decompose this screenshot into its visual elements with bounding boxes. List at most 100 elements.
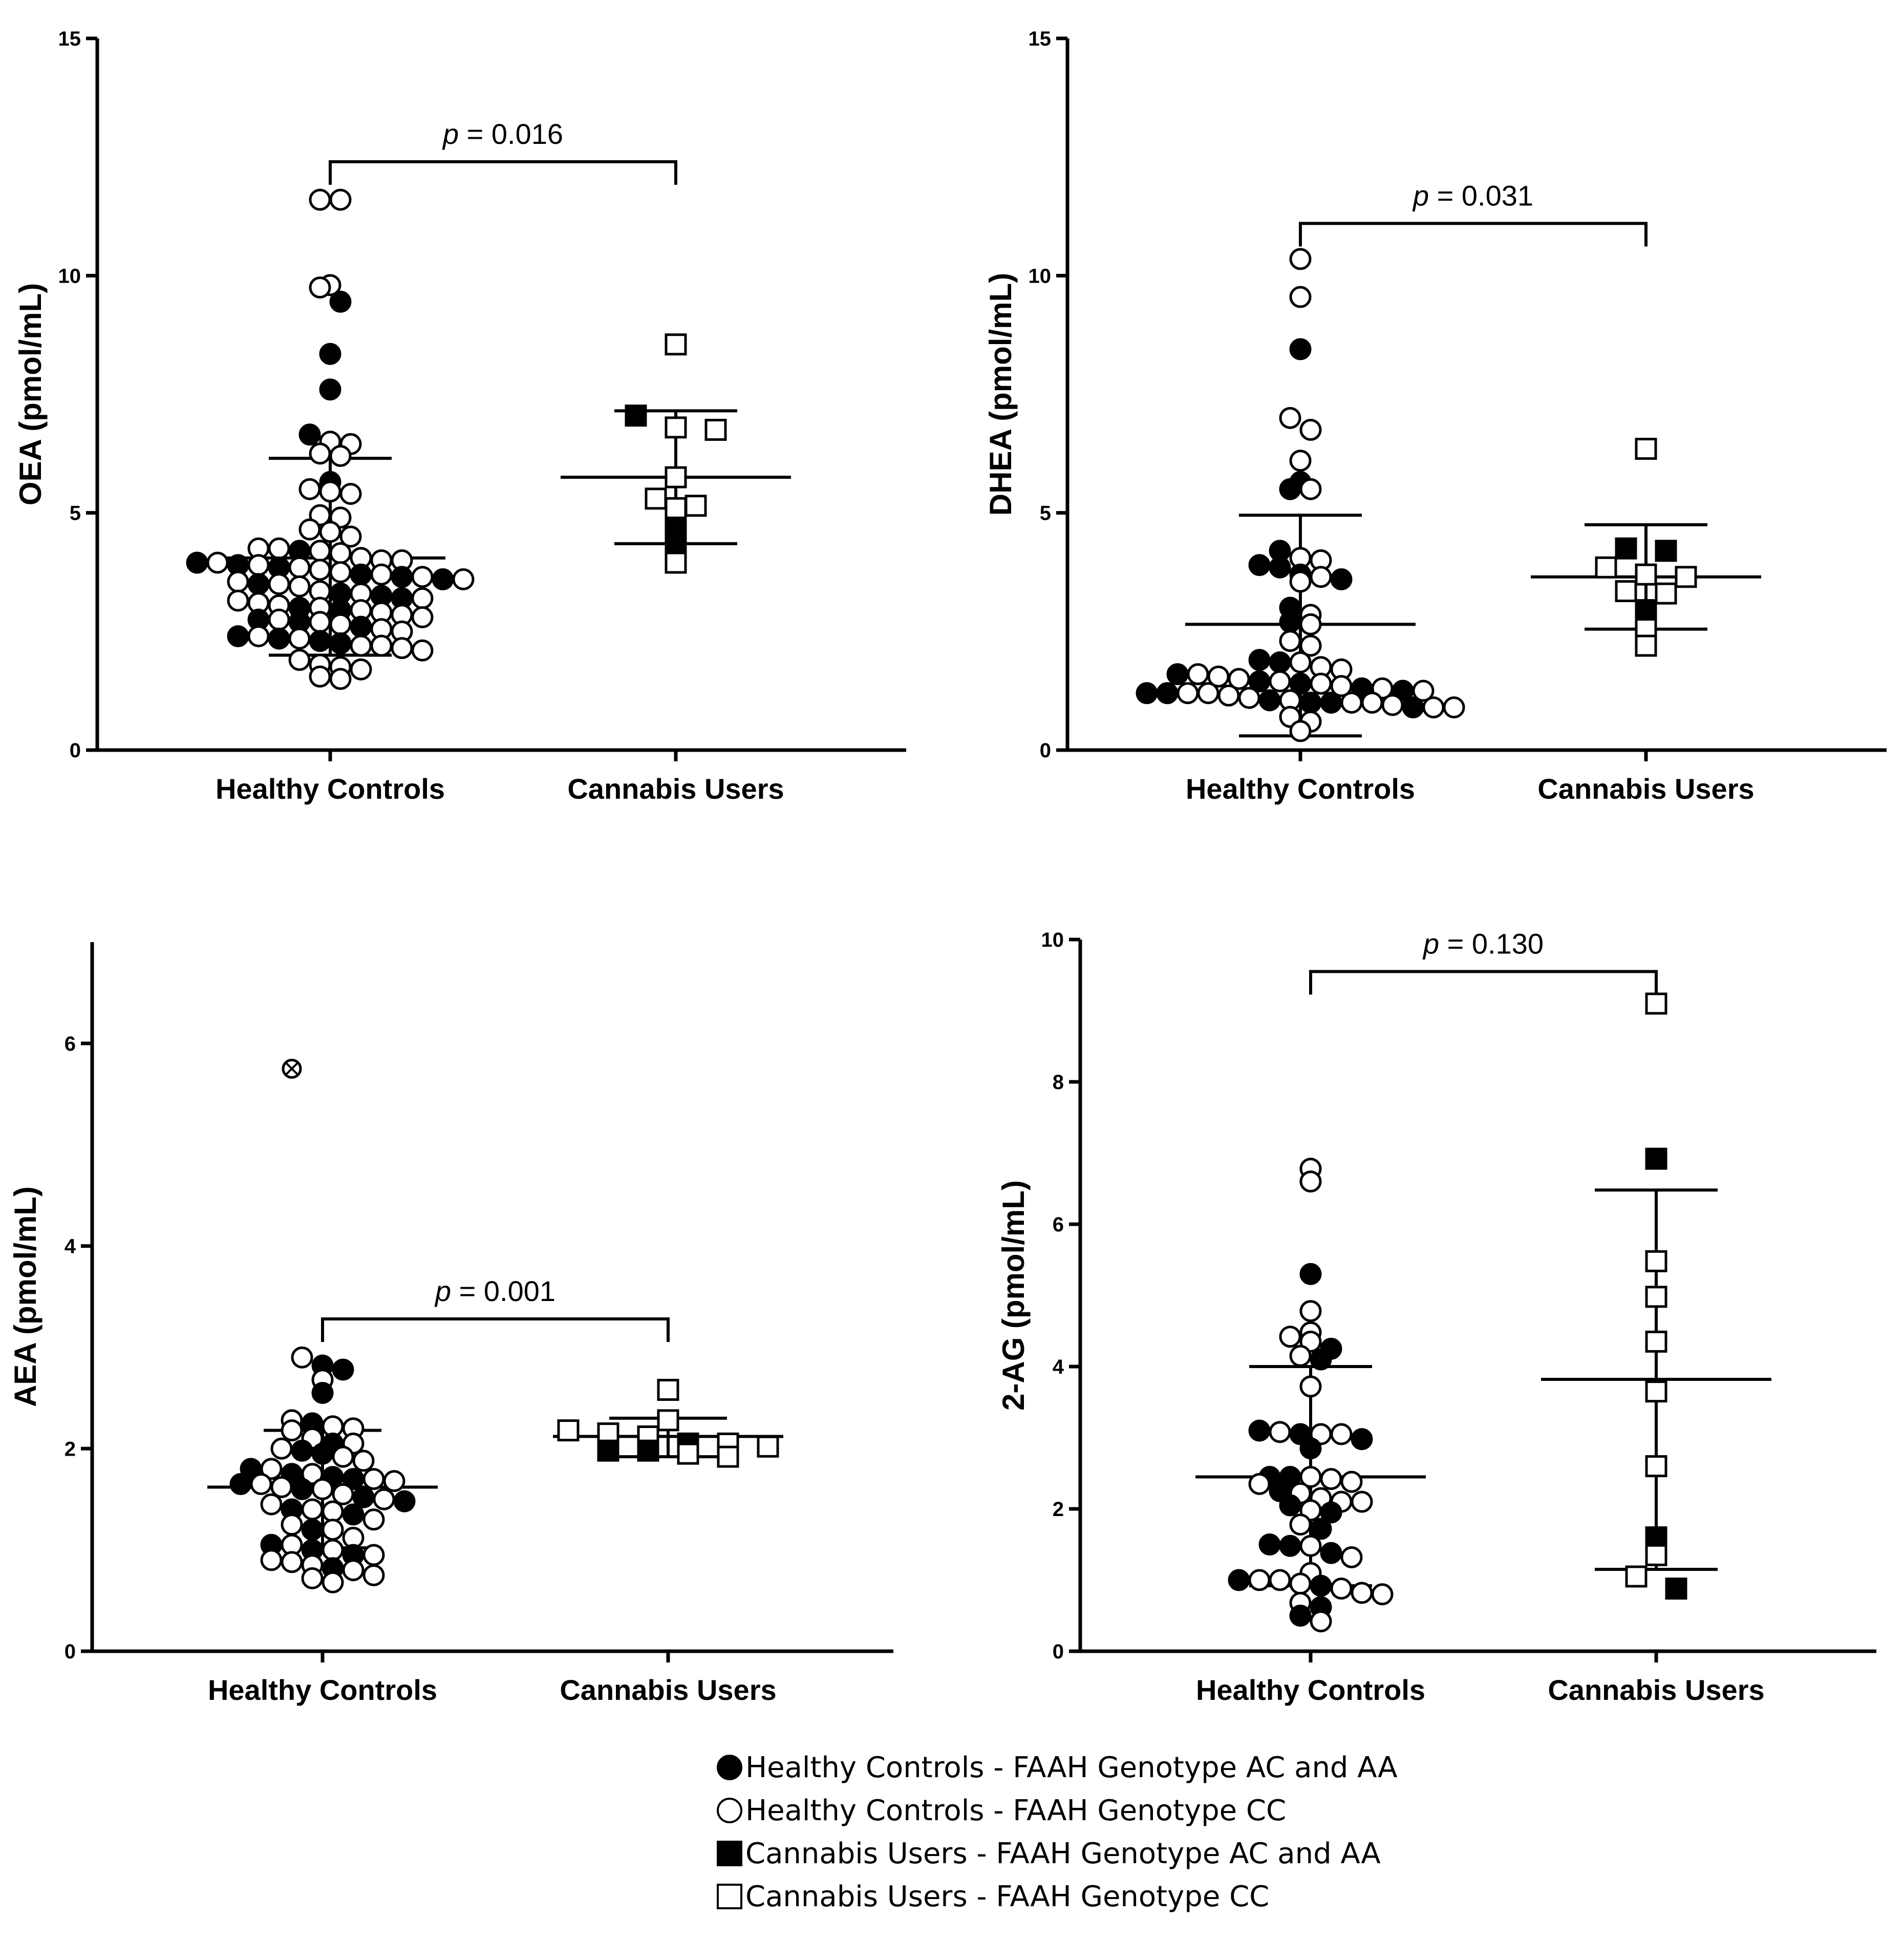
- data-point-circle-open: [298, 518, 321, 541]
- data-point-circle-open: [1340, 1546, 1363, 1569]
- significance-bracket: [321, 1317, 670, 1342]
- data-point-circle-open: [227, 570, 249, 593]
- y-tick-label: 0: [1040, 739, 1051, 762]
- data-point-circle-open: [1269, 670, 1291, 693]
- data-point-circle-open: [1289, 1572, 1312, 1595]
- data-point-circle-open: [301, 1498, 324, 1521]
- data-point-circle-open: [311, 1478, 334, 1500]
- data-point-square-filled: [1655, 540, 1677, 562]
- data-point-circle-filled: [1330, 568, 1353, 590]
- data-point-circle-filled: [1402, 696, 1424, 719]
- data-point-square-open: [1645, 992, 1667, 1015]
- data-point-circle-open: [1310, 566, 1332, 588]
- data-point-circle-open: [339, 483, 362, 505]
- chart-panel-4: 0 2 4 6 8 10 2-AG (pmol/mL) Healthy Controls Can…: [996, 928, 1876, 1706]
- data-point-circle-filled: [391, 566, 413, 588]
- p-value: = 0.031: [1437, 179, 1533, 211]
- significance-bracket: [329, 160, 677, 185]
- legend-item-hc-cc: Healthy Controls - FAAH Genotype CC: [717, 1789, 1397, 1832]
- data-point-circle-filled: [1299, 691, 1322, 714]
- data-point-square-open: [665, 333, 687, 356]
- p-value-label: p = 0.001: [434, 1275, 555, 1307]
- data-point-circle-filled: [319, 378, 341, 401]
- data-point-circle-open: [1238, 687, 1260, 709]
- data-point-circle-open: [247, 554, 270, 577]
- data-point-circle-open: [301, 1567, 324, 1590]
- data-point-circle-open: [309, 611, 331, 633]
- data-point-circle-filled: [1279, 611, 1301, 633]
- x-category-label: Healthy Controls: [216, 773, 445, 805]
- data-point-circle-open: [1187, 663, 1209, 686]
- data-point-circle-open: [309, 665, 331, 688]
- p-value: = 0.001: [459, 1275, 555, 1307]
- data-point-circle-open: [1422, 696, 1445, 719]
- data-point-circle-open: [452, 568, 475, 590]
- data-point-circle-open: [301, 1463, 324, 1485]
- x-category-label: Cannabis Users: [560, 1674, 776, 1706]
- data-point-circle-open: [1176, 682, 1199, 705]
- data-point-circle-filled: [1248, 1419, 1271, 1442]
- data-point-circle-filled: [291, 1439, 313, 1462]
- open-square-icon: [717, 1884, 742, 1909]
- data-point-circle-open: [1269, 1421, 1291, 1443]
- data-point-square-open: [684, 495, 707, 517]
- data-point-circle-filled: [309, 630, 331, 652]
- data-point-circle-open: [260, 1493, 283, 1516]
- data-point-circle-open: [298, 478, 321, 500]
- legend-label: Healthy Controls - FAAH Genotype AC and …: [745, 1751, 1398, 1784]
- y-tick-label: 0: [70, 739, 81, 762]
- data-point-circle-open: [1289, 286, 1312, 308]
- x-category-label: Healthy Controls: [1196, 1674, 1425, 1706]
- x-category-label: Cannabis Users: [567, 773, 784, 805]
- data-point-circle-filled: [1310, 1574, 1332, 1597]
- data-point-circle-filled: [329, 632, 352, 654]
- legend-label: Cannabis Users - FAAH Genotype CC: [745, 1880, 1270, 1913]
- data-point-square-open: [665, 466, 687, 488]
- data-point-circle-open: [1279, 630, 1301, 652]
- data-point-circle-open: [1351, 1582, 1373, 1604]
- data-point-square-filled: [625, 404, 647, 427]
- data-point-circle-open: [1299, 478, 1322, 500]
- legend-label: Healthy Controls - FAAH Genotype CC: [745, 1794, 1287, 1827]
- y-tick-label: 10: [1029, 265, 1052, 287]
- data-point-circle-open: [322, 1571, 344, 1593]
- p-value: = 0.016: [467, 118, 563, 150]
- data-point-circle-filled: [332, 1358, 354, 1381]
- y-tick-label: 4: [1053, 1356, 1064, 1378]
- data-point-circle-filled: [1258, 1533, 1281, 1555]
- data-point-circle-filled: [311, 1381, 334, 1404]
- data-point-circle-open: [350, 658, 372, 680]
- data-point-square-filled: [665, 518, 687, 541]
- data-point-circle-open: [1289, 1513, 1312, 1536]
- data-point-circle-open: [329, 188, 352, 211]
- data-point-square-open: [1595, 556, 1617, 579]
- data-point-circle-filled: [1248, 554, 1271, 577]
- data-point-square-open: [665, 551, 687, 574]
- data-point-square-open: [657, 1409, 679, 1432]
- data-point-circle-open: [1228, 668, 1250, 690]
- data-point-circle-open: [329, 444, 352, 467]
- data-point-square-open: [1645, 1455, 1667, 1478]
- data-point-circle-filled: [1258, 689, 1281, 712]
- data-point-circle-open: [309, 540, 331, 562]
- data-point-circle-open: [362, 1468, 385, 1490]
- data-point-circle-open: [281, 1551, 303, 1573]
- data-point-square-filled: [637, 1439, 659, 1462]
- data-point-circle-filled: [1269, 651, 1291, 674]
- data-point-circle-open: [291, 1346, 313, 1369]
- data-point-square-open: [665, 416, 687, 439]
- data-point-square-filled: [597, 1439, 619, 1462]
- y-axis-title: AEA (pmol/mL): [8, 1186, 42, 1407]
- data-point-circle-open: [1299, 1534, 1322, 1557]
- x-category-label: Healthy Controls: [208, 1674, 437, 1706]
- data-point-circle-open: [373, 1488, 395, 1510]
- data-point-circle-open: [322, 1539, 344, 1561]
- data-point-circle-filled: [393, 1490, 416, 1512]
- open-circle-icon: [717, 1798, 742, 1823]
- data-point-square-open: [757, 1435, 779, 1458]
- y-tick-label: 0: [1053, 1640, 1064, 1663]
- data-point-circle-filled: [1289, 338, 1312, 360]
- p-value: = 0.130: [1447, 928, 1544, 960]
- data-point-circle-open: [1289, 651, 1312, 674]
